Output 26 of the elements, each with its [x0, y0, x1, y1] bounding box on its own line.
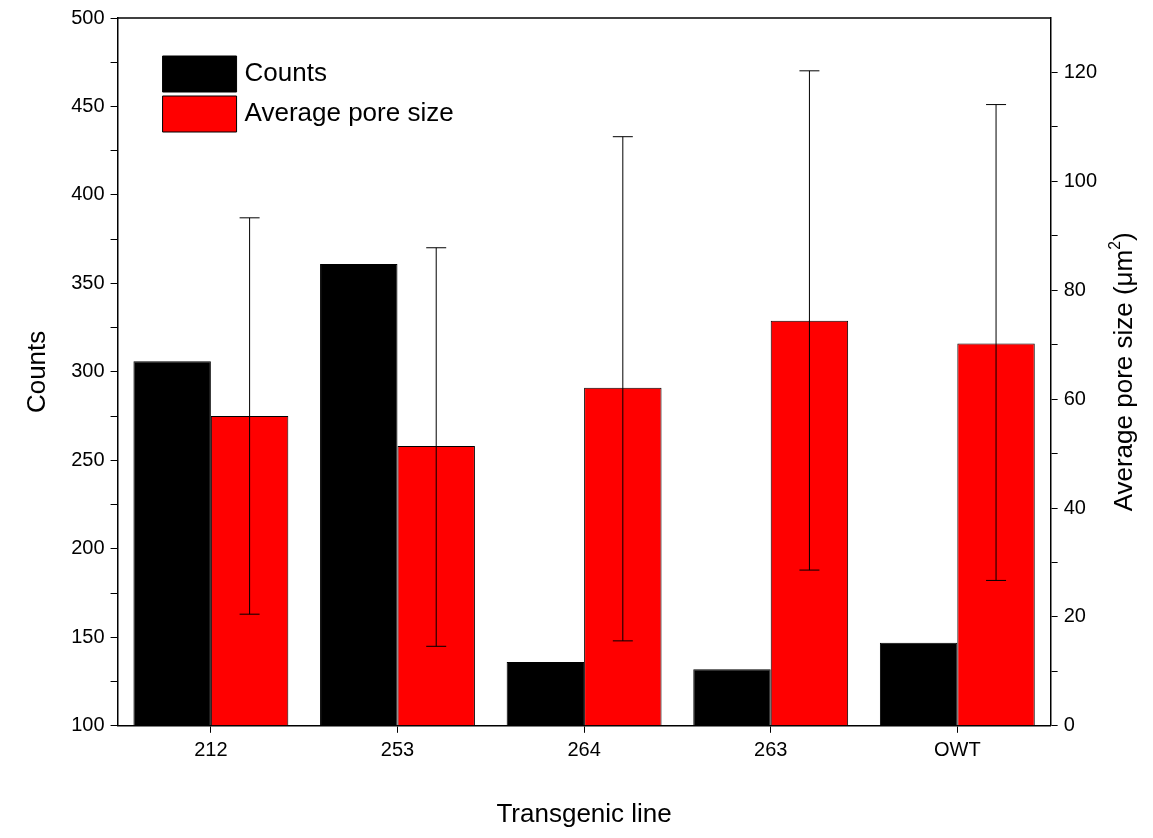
y2-tick-label: 80 [1063, 277, 1086, 300]
y-tick-label: 200 [71, 536, 105, 559]
y2-axis-title: Average pore size (μm2) [1106, 232, 1139, 512]
y-tick-label: 250 [71, 447, 105, 470]
y2-tick-label: 0 [1063, 713, 1075, 736]
x-tick-label: OWT [934, 738, 981, 761]
x-axis-title: Transgenic line [496, 797, 672, 828]
y-tick-label: 400 [71, 182, 105, 205]
legend-label: Average pore size [244, 97, 454, 128]
legend-label: Counts [244, 57, 327, 88]
y-axis-title: Counts [20, 330, 51, 414]
y-tick-label: 100 [71, 713, 105, 736]
y2-tick-label: 100 [1063, 168, 1098, 191]
y-tick-label: 350 [71, 270, 105, 293]
y-tick-label: 500 [71, 5, 105, 28]
x-tick-label: 263 [754, 738, 788, 761]
y2-tick-label: 120 [1063, 59, 1098, 82]
x-tick-label: 253 [380, 738, 415, 761]
y-tick-label: 450 [71, 93, 105, 116]
y2-tick-label: 40 [1063, 495, 1086, 518]
y-tick-label: 150 [71, 624, 105, 647]
y2-tick-label: 20 [1063, 604, 1086, 627]
y2-tick-label: 60 [1063, 386, 1086, 409]
y-tick-label: 300 [71, 359, 105, 382]
x-tick-label: 212 [194, 738, 228, 761]
x-tick-label: 264 [567, 738, 601, 761]
